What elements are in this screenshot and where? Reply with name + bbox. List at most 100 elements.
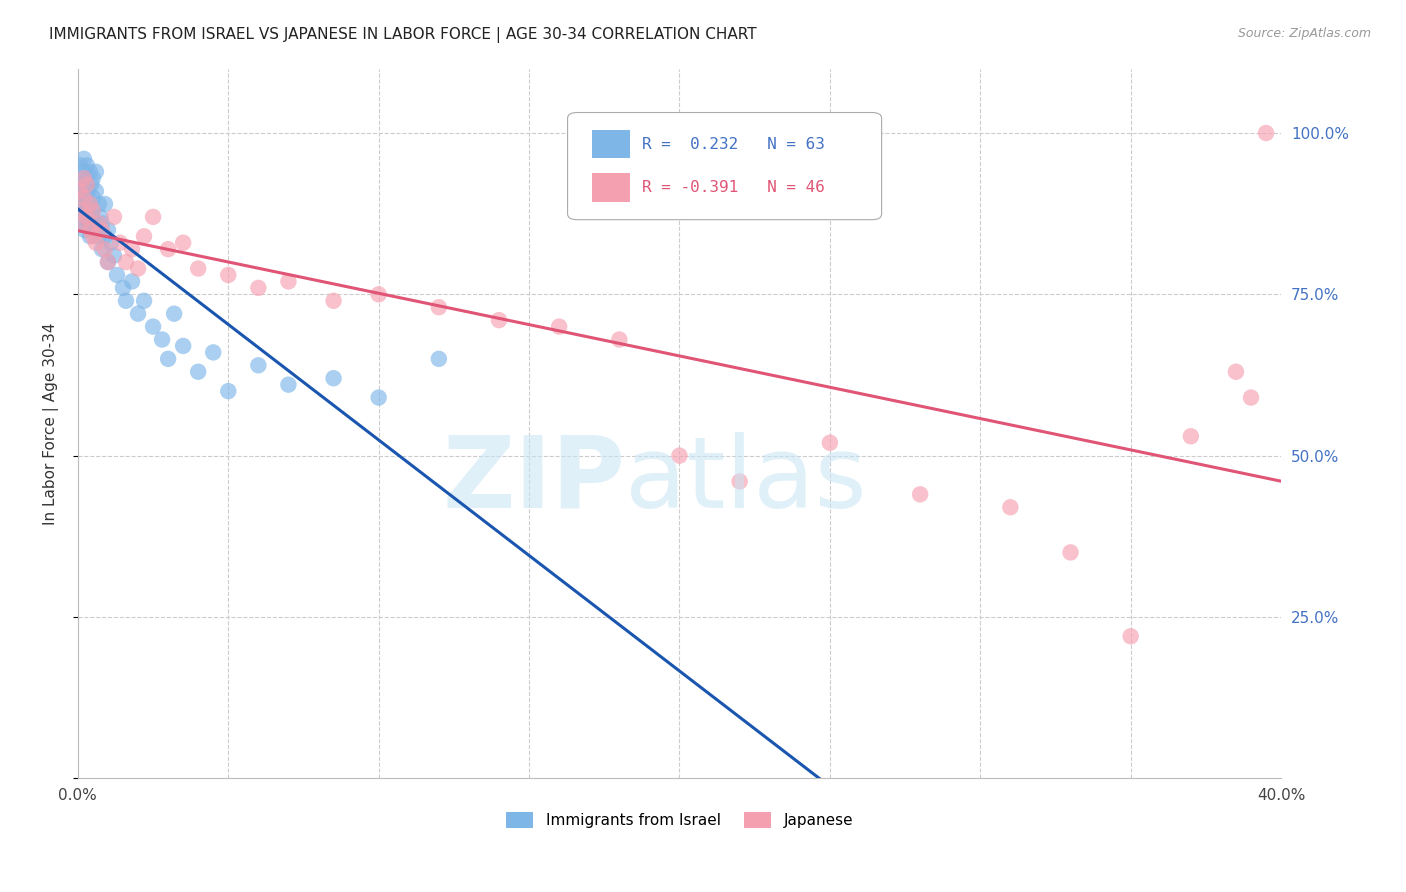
Point	[87, 216, 110, 230]
Point	[84, 235, 107, 250]
Point	[115, 293, 138, 308]
Text: IMMIGRANTS FROM ISRAEL VS JAPANESE IN LABOR FORCE | AGE 30-34 CORRELATION CHART: IMMIGRANTS FROM ISRAEL VS JAPANESE IN LA…	[49, 27, 756, 43]
Point	[127, 307, 149, 321]
Point	[121, 275, 143, 289]
Point	[90, 223, 112, 237]
Point	[70, 203, 93, 218]
Point	[187, 365, 209, 379]
Point	[73, 171, 96, 186]
Point	[1119, 629, 1142, 643]
Point	[818, 435, 841, 450]
Point	[82, 190, 104, 204]
Point	[82, 171, 104, 186]
Point	[90, 242, 112, 256]
Bar	[592, 129, 630, 159]
Point	[163, 307, 186, 321]
Point	[82, 223, 104, 237]
Point	[427, 300, 450, 314]
Point	[77, 216, 100, 230]
Point	[80, 210, 103, 224]
Point	[82, 203, 104, 218]
Point	[76, 178, 98, 192]
Point	[97, 223, 120, 237]
Point	[142, 319, 165, 334]
Point	[103, 249, 125, 263]
Y-axis label: In Labor Force | Age 30-34: In Labor Force | Age 30-34	[44, 322, 59, 524]
Point	[427, 351, 450, 366]
Point	[67, 190, 90, 204]
Point	[142, 210, 165, 224]
Point	[70, 203, 93, 218]
Text: ZIP: ZIP	[443, 432, 626, 529]
Point	[79, 197, 101, 211]
Point	[157, 351, 180, 366]
Text: atlas: atlas	[626, 432, 868, 529]
Point	[127, 261, 149, 276]
Point	[217, 268, 239, 282]
Point	[322, 371, 344, 385]
Point	[97, 255, 120, 269]
Point	[97, 255, 120, 269]
Point	[94, 242, 117, 256]
Point	[172, 339, 194, 353]
Point	[367, 391, 389, 405]
Legend: Immigrants from Israel, Japanese: Immigrants from Israel, Japanese	[501, 806, 859, 834]
Point	[132, 293, 155, 308]
Point	[67, 184, 90, 198]
Point	[668, 449, 690, 463]
Text: Source: ZipAtlas.com: Source: ZipAtlas.com	[1237, 27, 1371, 40]
Point	[84, 184, 107, 198]
Text: R =  0.232   N = 63: R = 0.232 N = 63	[643, 136, 825, 152]
Point	[79, 165, 101, 179]
Point	[202, 345, 225, 359]
Point	[72, 184, 94, 198]
Point	[70, 171, 93, 186]
Point	[115, 255, 138, 269]
Point	[75, 171, 97, 186]
Point	[70, 210, 93, 224]
Point	[247, 281, 270, 295]
Point	[908, 487, 931, 501]
Point	[76, 210, 98, 224]
Point	[82, 229, 104, 244]
Point	[89, 210, 111, 224]
Point	[94, 197, 117, 211]
Point	[108, 235, 131, 250]
Point	[77, 184, 100, 198]
Point	[84, 216, 107, 230]
Point	[728, 475, 751, 489]
Point	[79, 197, 101, 211]
Point	[76, 158, 98, 172]
Point	[172, 235, 194, 250]
Point	[75, 190, 97, 204]
Point	[367, 287, 389, 301]
Point	[94, 229, 117, 244]
Point	[84, 165, 107, 179]
Point	[82, 203, 104, 218]
Bar	[592, 173, 630, 202]
Point	[121, 242, 143, 256]
Point	[488, 313, 510, 327]
Point	[1240, 391, 1263, 405]
Point	[1225, 365, 1247, 379]
Point	[73, 203, 96, 218]
Point	[76, 203, 98, 218]
Point	[76, 210, 98, 224]
Point	[72, 216, 94, 230]
Point	[277, 275, 299, 289]
Text: R = -0.391   N = 46: R = -0.391 N = 46	[643, 179, 825, 194]
Point	[73, 190, 96, 204]
Point	[73, 152, 96, 166]
Point	[72, 216, 94, 230]
Point	[87, 197, 110, 211]
FancyBboxPatch shape	[568, 112, 882, 219]
Point	[100, 235, 122, 250]
Point	[548, 319, 571, 334]
Point	[69, 158, 91, 172]
Point	[157, 242, 180, 256]
Point	[247, 359, 270, 373]
Point	[1180, 429, 1202, 443]
Point	[322, 293, 344, 308]
Point	[217, 384, 239, 398]
Point	[90, 216, 112, 230]
